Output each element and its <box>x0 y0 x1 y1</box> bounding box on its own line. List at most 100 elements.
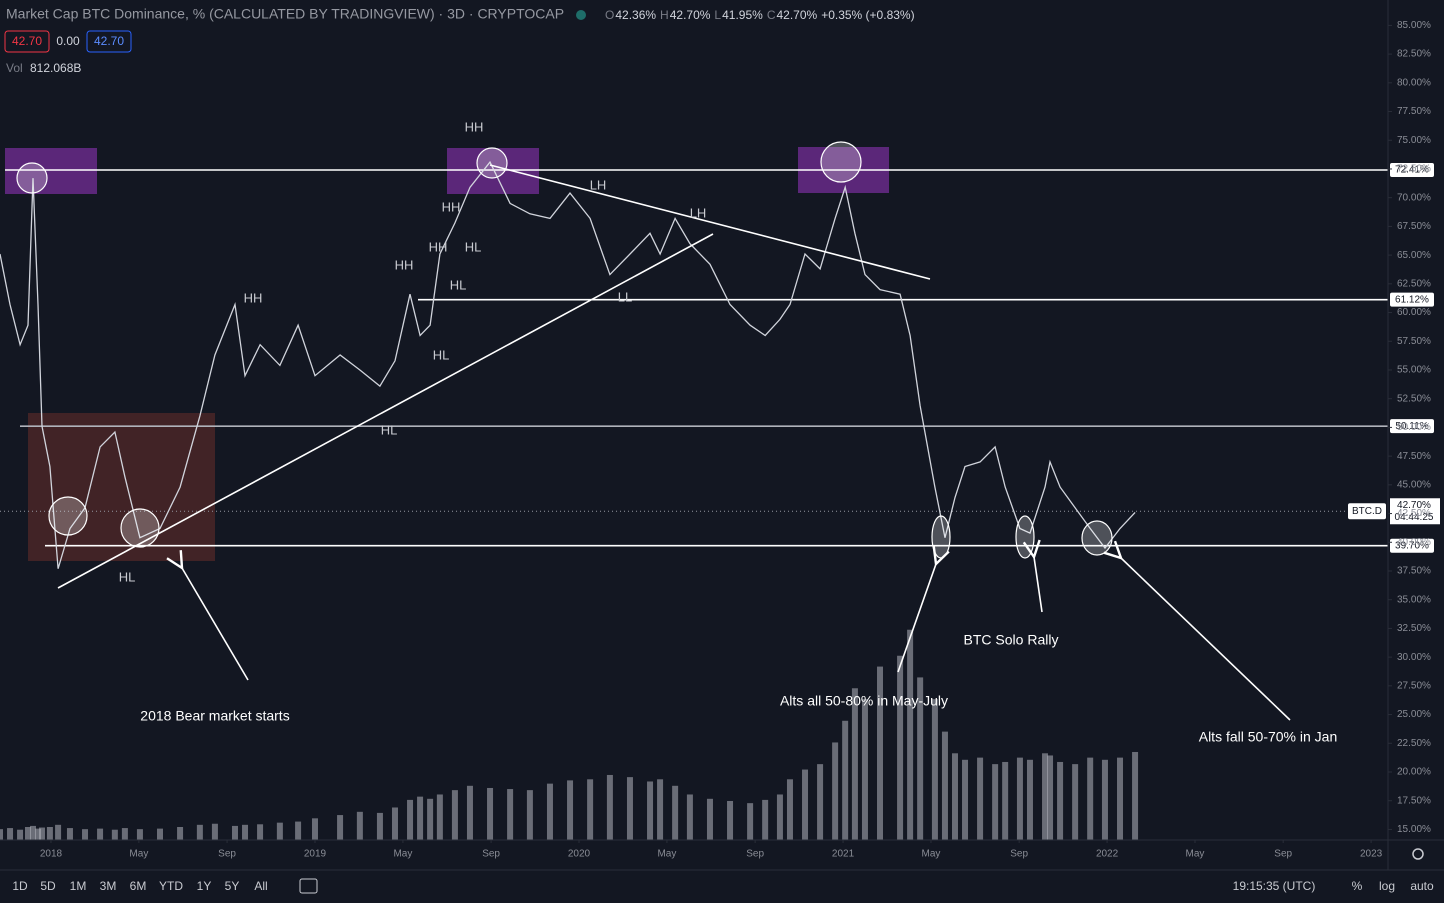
volume-bar <box>0 829 3 840</box>
y-tick-label: 35.00% <box>1397 594 1431 605</box>
input-box[interactable] <box>4 30 50 53</box>
level-label: 72.41% <box>1395 165 1429 176</box>
pattern-labels: HH HH HH HH HH HL HL HL HL HL LH LH LL 2… <box>119 119 1338 744</box>
y-tick-label: 70.00% <box>1397 192 1431 203</box>
y-tick-label: 77.50% <box>1397 106 1431 117</box>
note: BTC Solo Rally <box>964 632 1059 648</box>
volume-bar <box>38 827 45 840</box>
range-button[interactable]: 1D <box>12 879 28 893</box>
range-button[interactable]: 1Y <box>197 879 212 893</box>
pattern-label: LL <box>618 289 632 304</box>
x-tick-label: Sep <box>1010 849 1028 860</box>
volume-bar <box>706 798 713 840</box>
price-line <box>0 160 1136 569</box>
y-tick-label: 50.00% <box>1397 422 1431 433</box>
volume-bar <box>55 824 62 840</box>
volume-bar <box>376 812 383 840</box>
note: 2018 Bear market starts <box>140 708 289 724</box>
volume-bar <box>657 779 664 840</box>
volume-bar <box>35 828 42 840</box>
scale-option[interactable]: % <box>1352 879 1363 893</box>
x-tick-label: May <box>922 849 941 860</box>
range-button[interactable]: 6M <box>130 879 147 893</box>
countdown: 04:44:25 <box>1395 512 1434 523</box>
ellipse <box>1081 520 1113 556</box>
note: Alts fall 50-70% in Jan <box>1199 729 1338 745</box>
volume-bar <box>931 699 938 840</box>
volume-bar <box>587 779 594 840</box>
circle <box>16 162 48 194</box>
pattern-label: HH <box>244 290 263 305</box>
x-tick-label: Sep <box>746 849 764 860</box>
arrow <box>1034 557 1043 613</box>
x-tick-label: 2019 <box>304 849 327 860</box>
volume-bar <box>647 781 654 840</box>
volume-bar <box>97 828 104 840</box>
level-label: 61.12% <box>1395 294 1429 305</box>
series-name: BTC.D <box>1352 506 1382 517</box>
range-button[interactable]: 5D <box>40 879 56 893</box>
input-box[interactable] <box>86 30 132 53</box>
scale-option[interactable]: auto <box>1410 879 1434 893</box>
volume-bar <box>907 629 914 840</box>
ellipse <box>931 515 951 559</box>
input-value[interactable]: 42.70 <box>12 34 42 48</box>
pattern-label: HH <box>429 239 448 254</box>
y-tick-label: 32.50% <box>1397 623 1431 634</box>
y-tick-label: 22.50% <box>1397 738 1431 749</box>
x-tick-label: Sep <box>1274 849 1292 860</box>
volume-bar <box>257 824 264 840</box>
volume-bar <box>762 799 769 840</box>
range-button[interactable]: YTD <box>159 879 183 893</box>
volume-bar <box>1047 755 1054 840</box>
settings-icon[interactable] <box>1412 848 1424 860</box>
volume-bar <box>526 790 533 840</box>
pattern-label: HL <box>381 422 398 437</box>
y-tick-label: 37.50% <box>1397 566 1431 577</box>
y-tick-label: 65.00% <box>1397 250 1431 261</box>
compare-icon[interactable] <box>299 878 318 894</box>
title: Market Cap BTC Dominance, % (CALCULATED … <box>6 6 564 22</box>
volume-bar <box>1117 757 1124 840</box>
y-tick-label: 52.50% <box>1397 393 1431 404</box>
volume-bar <box>311 818 318 840</box>
volume-bar <box>842 720 849 840</box>
volume-bar <box>157 828 164 840</box>
volume-bar <box>407 799 414 840</box>
y-tick-label: 57.50% <box>1397 336 1431 347</box>
range-button[interactable]: All <box>254 879 267 893</box>
scale-option[interactable]: log <box>1379 879 1395 893</box>
range-button[interactable]: 5Y <box>225 879 240 893</box>
circle <box>820 141 862 183</box>
volume-bar <box>1016 757 1023 840</box>
y-tick-label: 45.00% <box>1397 479 1431 490</box>
ohlc-value: 42.36% <box>615 8 656 22</box>
pattern-label: HL <box>119 569 136 584</box>
volume-bar <box>977 757 984 840</box>
volume-bar <box>136 829 143 840</box>
range-button[interactable]: 3M <box>100 879 117 893</box>
input-value[interactable]: 42.70 <box>94 34 124 48</box>
y-tick-label: 75.00% <box>1397 135 1431 146</box>
volume-bar <box>82 829 89 840</box>
y-tick-label: 47.50% <box>1397 451 1431 462</box>
highlight-box <box>5 148 97 194</box>
ohlc-key: L <box>714 8 721 22</box>
volume-bar <box>1026 759 1033 840</box>
x-tick-label: May <box>657 849 676 860</box>
x-tick-label: Sep <box>482 849 500 860</box>
volume-bar <box>686 794 693 840</box>
ellipse <box>1015 515 1035 559</box>
y-tick-label: 85.00% <box>1397 20 1431 31</box>
y-tick-label: 60.00% <box>1397 307 1431 318</box>
volume-bar <box>1072 764 1079 840</box>
x-tick-label: Sep <box>218 849 236 860</box>
ohlc-change: +0.35% (+0.83%) <box>821 8 914 22</box>
range-button[interactable]: 1M <box>70 879 87 893</box>
volume-bar <box>1132 751 1139 840</box>
y-tick-label: 42.50% <box>1397 508 1431 519</box>
pattern-label: LH <box>590 177 607 192</box>
pattern-label: HH <box>395 257 414 272</box>
volume-bar <box>992 764 999 840</box>
